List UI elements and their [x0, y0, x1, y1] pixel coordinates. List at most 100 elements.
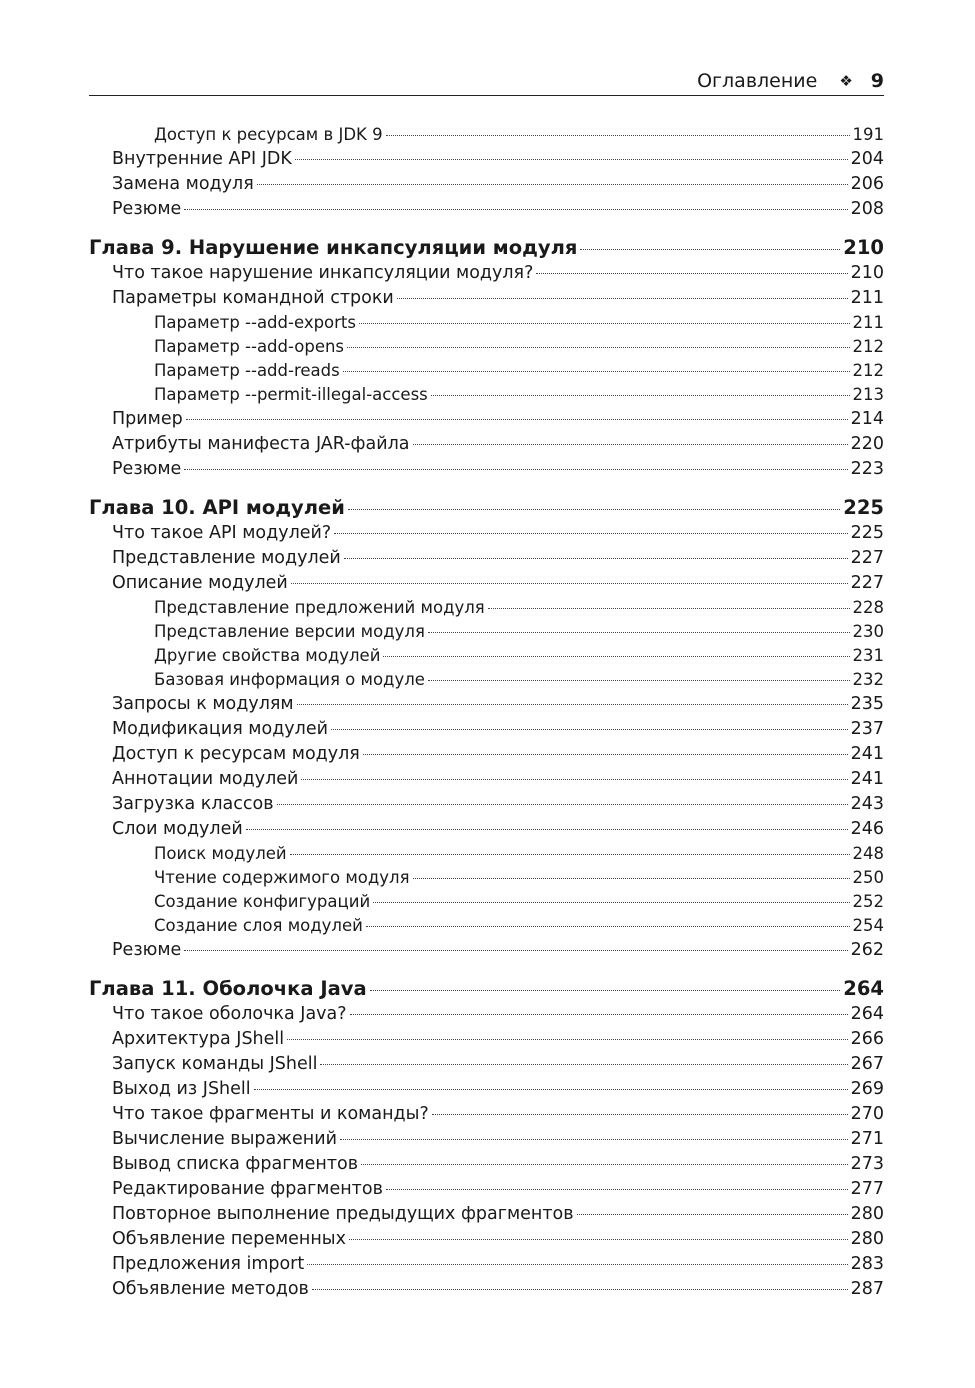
- entry-title: Представление версии модуля: [154, 622, 425, 641]
- entry-page: 264: [850, 1004, 884, 1024]
- dot-leader: [330, 729, 848, 730]
- entry-title: Параметр --permit-illegal-access: [154, 385, 428, 404]
- toc-section-entry: Редактирование фрагментов 277: [89, 1177, 884, 1202]
- dot-leader: [369, 990, 841, 991]
- toc-subsection-entry: Чтение содержимого модуля 250: [89, 866, 884, 890]
- entry-title: Создание конфигураций: [154, 892, 371, 911]
- dot-leader: [245, 829, 848, 830]
- entry-title: Резюме: [112, 940, 182, 960]
- entry-title: Глава 9. Нарушение инкапсуляции модуля: [89, 236, 578, 259]
- dot-leader: [294, 159, 848, 160]
- dot-leader: [427, 680, 850, 681]
- dot-leader: [184, 469, 848, 470]
- entry-page: 228: [852, 598, 885, 617]
- entry-title: Параметр --add-exports: [154, 313, 356, 332]
- toc-subsection-entry: Параметр --add-opens 212: [89, 335, 884, 359]
- running-header-title: Оглавление: [697, 69, 818, 92]
- entry-title: Параметр --add-reads: [154, 361, 340, 380]
- toc-section-entry: Описание модулей 227: [89, 571, 884, 596]
- entry-page: 237: [850, 719, 884, 739]
- toc-section-entry: Пример 214: [89, 407, 884, 432]
- toc-section-entry: Резюме 223: [89, 457, 884, 482]
- entry-title: Запросы к модулям: [112, 694, 294, 714]
- dot-leader: [185, 419, 848, 420]
- entry-page: 227: [850, 573, 884, 593]
- toc-section-entry: Что такое API модулей? 225: [89, 521, 884, 546]
- toc-section-entry: Что такое фрагменты и команды? 270: [89, 1102, 884, 1127]
- toc-section-entry: Резюме 208: [89, 197, 884, 222]
- entry-title: Создание слоя модулей: [154, 916, 363, 935]
- entry-page: 230: [852, 622, 885, 641]
- toc-subsection-entry: Создание конфигураций 252: [89, 890, 884, 914]
- entry-page: 206: [850, 174, 884, 194]
- entry-title: Вычисление выражений: [112, 1129, 337, 1149]
- dot-leader: [431, 1114, 848, 1115]
- toc-subsection-entry: Доступ к ресурсам в JDK 9 191: [89, 123, 884, 147]
- toc-subsection-entry: Параметр --permit-illegal-access 213: [89, 383, 884, 407]
- dot-leader: [412, 878, 850, 879]
- toc-section-entry: Что такое нарушение инкапсуляции модуля?…: [89, 261, 884, 286]
- entry-page: 287: [850, 1279, 884, 1299]
- entry-title: Резюме: [112, 459, 182, 479]
- toc-section-entry: Выход из JShell 269: [89, 1077, 884, 1102]
- dot-leader: [290, 583, 848, 584]
- dot-leader: [365, 926, 850, 927]
- entry-page: 280: [850, 1204, 884, 1224]
- entry-page: 269: [850, 1079, 884, 1099]
- entry-page: 223: [850, 459, 884, 479]
- entry-page: 248: [852, 844, 885, 863]
- entry-page: 267: [850, 1054, 884, 1074]
- entry-page: 220: [850, 434, 884, 454]
- toc-section-entry: Аннотации модулей 241: [89, 767, 884, 792]
- dot-leader: [348, 1239, 848, 1240]
- toc-subsection-entry: Параметр --add-reads 212: [89, 359, 884, 383]
- entry-page: 271: [850, 1129, 884, 1149]
- dot-leader: [385, 135, 850, 136]
- toc-section-entry: Объявление переменных 280: [89, 1227, 884, 1252]
- dot-leader: [256, 184, 848, 185]
- entry-page: 210: [843, 236, 884, 259]
- entry-title: Другие свойства модулей: [154, 646, 381, 665]
- entry-page: 211: [850, 288, 884, 308]
- dot-leader: [253, 1089, 848, 1090]
- entry-title: Доступ к ресурсам в JDK 9: [154, 125, 383, 144]
- dot-leader: [347, 509, 841, 510]
- toc-section-entry: Представление модулей 227: [89, 546, 884, 571]
- entry-page: 241: [850, 744, 884, 764]
- dot-leader: [343, 558, 848, 559]
- entry-title: Поиск модулей: [154, 844, 287, 863]
- entry-page: 254: [852, 916, 885, 935]
- toc-section-entry: Что такое оболочка Java? 264: [89, 1002, 884, 1027]
- entry-title: Загрузка классов: [112, 794, 274, 814]
- dot-leader: [301, 779, 848, 780]
- entry-page: 212: [852, 361, 885, 380]
- dot-leader: [339, 1139, 848, 1140]
- entry-title: Атрибуты манифеста JAR-файла: [112, 434, 410, 454]
- dot-leader: [342, 371, 850, 372]
- entry-title: Что такое фрагменты и команды?: [112, 1104, 429, 1124]
- toc-section-entry: Вычисление выражений 271: [89, 1127, 884, 1152]
- dot-leader: [383, 656, 850, 657]
- entry-page: 243: [850, 794, 884, 814]
- dot-leader: [412, 444, 848, 445]
- running-header: Оглавление ❖ 9: [89, 66, 884, 96]
- entry-title: Глава 11. Оболочка Java: [89, 977, 367, 1000]
- toc-subsection-entry: Создание слоя модулей 254: [89, 914, 884, 938]
- toc-section-entry: Доступ к ресурсам модуля 241: [89, 742, 884, 767]
- toc-section-entry: Слои модулей 246: [89, 817, 884, 842]
- entry-title: Пример: [112, 409, 183, 429]
- dot-leader: [184, 209, 848, 210]
- toc-section-entry: Повторное выполнение предыдущих фрагмент…: [89, 1202, 884, 1227]
- toc-section-entry: Резюме 262: [89, 938, 884, 963]
- entry-title: Доступ к ресурсам модуля: [112, 744, 360, 764]
- entry-page: 210: [850, 263, 884, 283]
- entry-page: 250: [852, 868, 885, 887]
- dot-leader: [361, 1164, 848, 1165]
- dot-leader: [276, 804, 848, 805]
- toc-chapter-entry: Глава 9. Нарушение инкапсуляции модуля 21…: [89, 235, 884, 261]
- toc-section-entry: Загрузка классов 243: [89, 792, 884, 817]
- entry-page: 277: [850, 1179, 884, 1199]
- entry-title: Резюме: [112, 199, 182, 219]
- dot-leader: [487, 608, 850, 609]
- entry-title: Представление модулей: [112, 548, 341, 568]
